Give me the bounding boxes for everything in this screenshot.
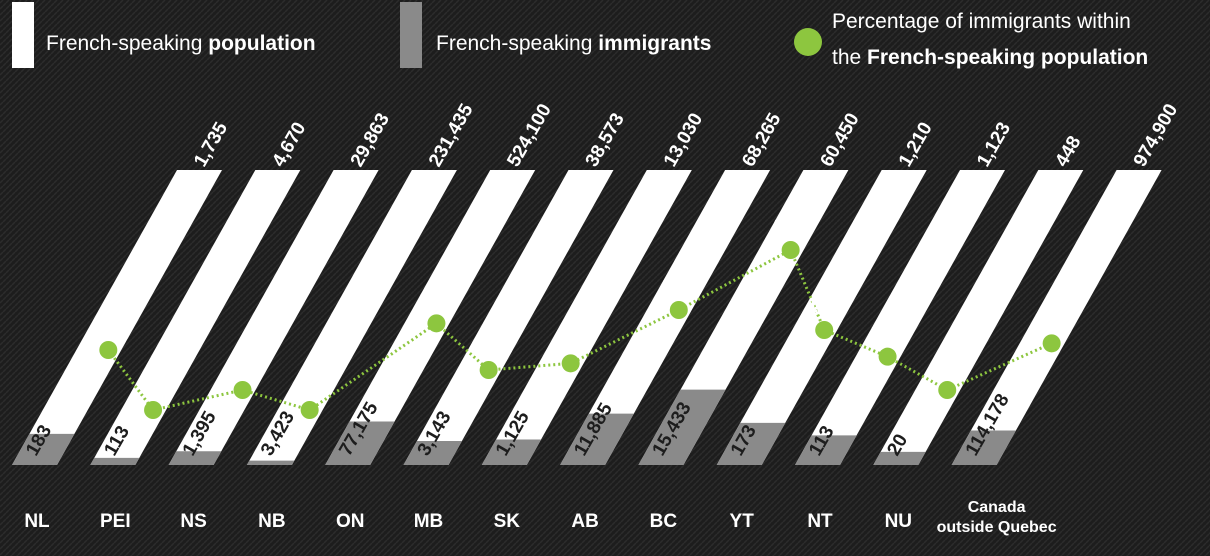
value-label: 10% bbox=[871, 323, 909, 344]
point bbox=[427, 314, 446, 333]
bar bbox=[12, 170, 222, 465]
bar bbox=[716, 422, 786, 465]
point bbox=[878, 347, 897, 366]
x-tick-label: Canada outside Quebec bbox=[937, 499, 1057, 536]
bar bbox=[403, 170, 614, 465]
bar bbox=[246, 460, 295, 465]
point bbox=[781, 241, 800, 259]
x-tick-label: PEI bbox=[100, 511, 131, 532]
legend-label: the French-speaking population bbox=[832, 46, 1148, 69]
value-label: 15% bbox=[419, 289, 457, 310]
x-tick-label: Canada bbox=[968, 499, 1026, 516]
point bbox=[233, 381, 252, 399]
x-tick-label: NU bbox=[885, 511, 912, 532]
bar bbox=[325, 421, 395, 465]
value-label: 2% bbox=[141, 376, 169, 397]
x-tick-label: SK bbox=[494, 511, 521, 532]
point bbox=[300, 401, 319, 419]
point bbox=[938, 381, 957, 399]
value-label: 11% bbox=[92, 316, 129, 337]
legend-swatch bbox=[400, 2, 422, 68]
x-tick-label: NT bbox=[807, 511, 833, 532]
point bbox=[479, 361, 498, 379]
value-label: 14% bbox=[807, 296, 845, 317]
value-label: 5% bbox=[231, 356, 259, 377]
x-tick-label: NL bbox=[24, 511, 50, 532]
value-label: 8% bbox=[477, 336, 505, 357]
bar bbox=[12, 433, 75, 465]
legend-swatch bbox=[12, 2, 34, 68]
legend: French-speaking population French-speaki… bbox=[12, 2, 1148, 69]
value-label: 9% bbox=[559, 329, 587, 350]
legend-label: French-speaking immigrants bbox=[436, 32, 711, 55]
bar bbox=[168, 451, 222, 465]
bar bbox=[403, 440, 462, 465]
point bbox=[144, 401, 163, 419]
bar bbox=[873, 170, 1084, 465]
bar bbox=[168, 170, 379, 465]
bar bbox=[951, 430, 1016, 465]
bar bbox=[795, 435, 857, 465]
value-label: 12% bbox=[1035, 309, 1073, 330]
bar bbox=[481, 439, 542, 465]
x-tick-label: ON bbox=[336, 511, 365, 532]
legend-label: French-speaking population bbox=[46, 32, 316, 55]
point bbox=[99, 341, 118, 359]
x-tick-label: NS bbox=[180, 511, 206, 532]
value-label: 5% bbox=[936, 356, 964, 377]
bar bbox=[951, 170, 1162, 465]
bar bbox=[90, 457, 140, 465]
x-tick-label: outside Quebec bbox=[937, 519, 1057, 536]
bar bbox=[560, 413, 634, 465]
bar bbox=[873, 451, 926, 465]
x-tick-label: MB bbox=[414, 511, 444, 532]
bar bbox=[716, 170, 927, 465]
bar bbox=[638, 389, 726, 465]
point bbox=[1042, 334, 1061, 353]
bar bbox=[90, 170, 301, 465]
point bbox=[815, 321, 834, 339]
x-tick-label: BC bbox=[650, 511, 678, 532]
point bbox=[669, 301, 688, 319]
bar bbox=[481, 170, 692, 465]
legend-swatch bbox=[794, 28, 822, 56]
x-tick-label: NB bbox=[258, 511, 285, 532]
bar bbox=[560, 170, 771, 465]
x-tick-label: AB bbox=[571, 511, 598, 532]
point bbox=[561, 354, 580, 373]
x-tick-label: YT bbox=[730, 511, 755, 532]
legend-label: Percentage of immigrants within bbox=[832, 10, 1131, 33]
value-label: 2% bbox=[298, 376, 326, 397]
bar bbox=[795, 170, 1005, 465]
value-label: 17% bbox=[662, 276, 700, 297]
value-label: 26% bbox=[774, 216, 812, 237]
bar bbox=[246, 170, 457, 465]
